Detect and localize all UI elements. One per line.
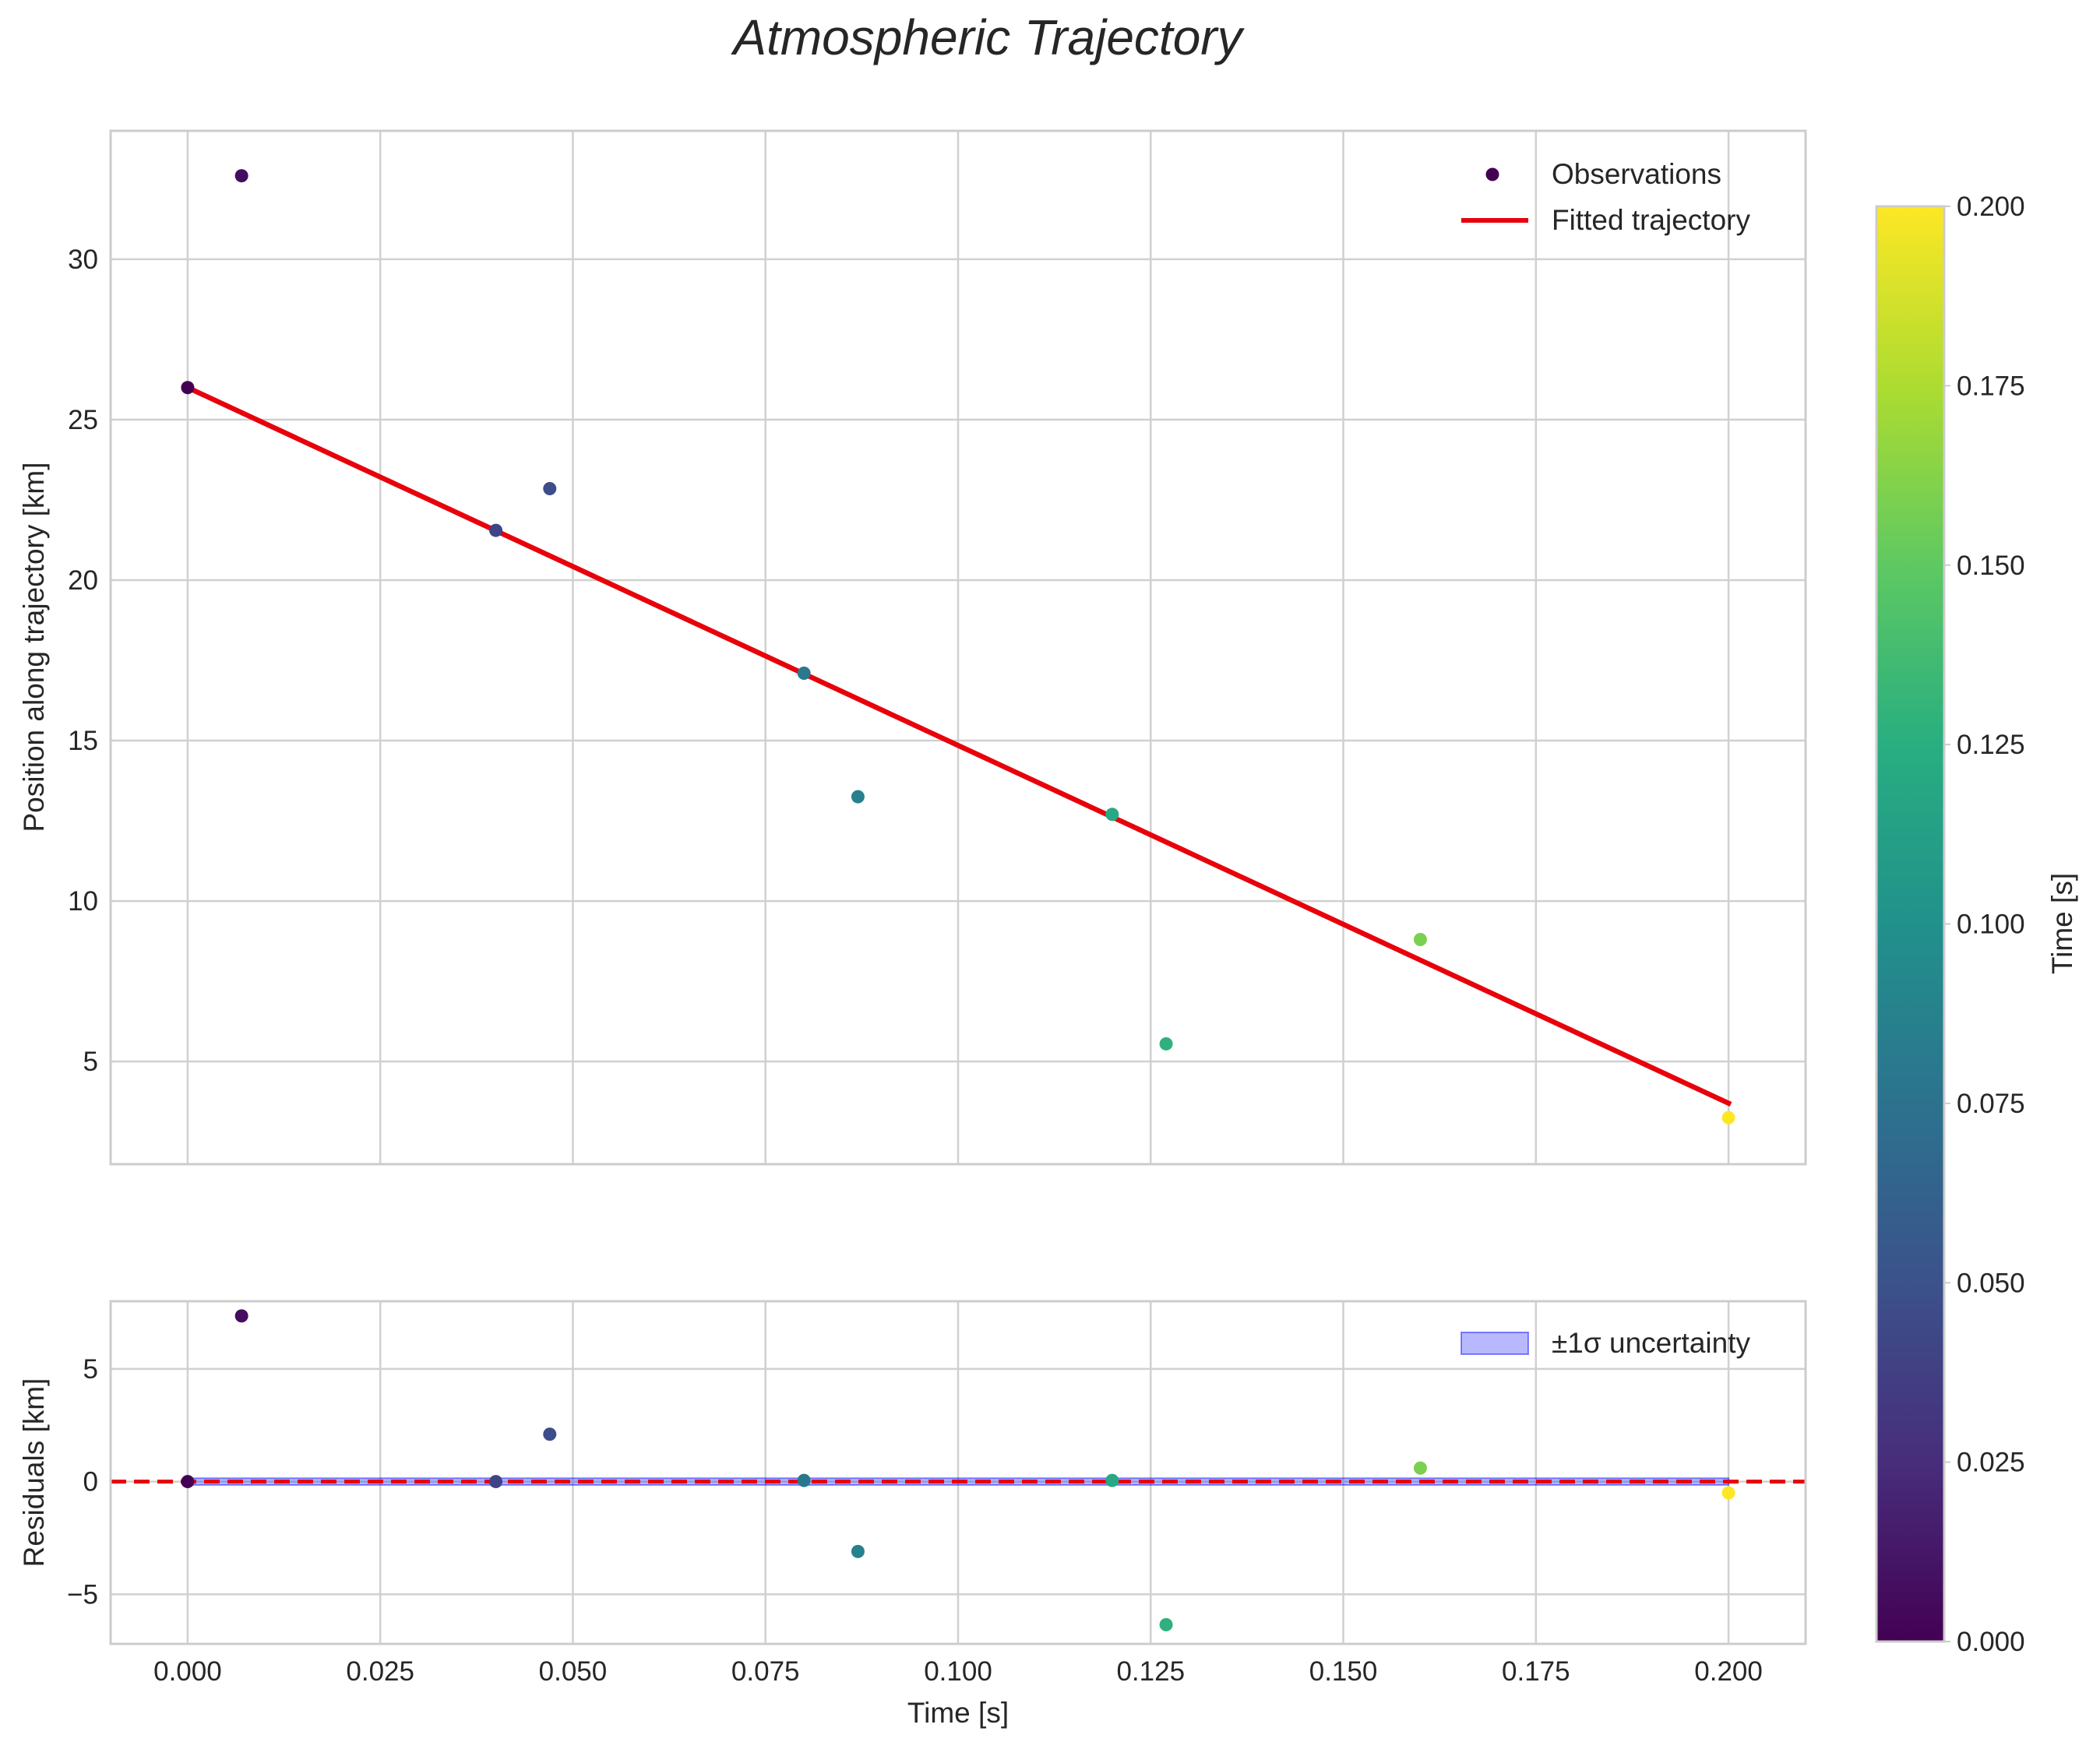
observation-point <box>489 523 503 537</box>
colorbar-tick-label: 0.025 <box>1957 1448 2025 1478</box>
colorbar-tick-label: 0.100 <box>1957 910 2025 940</box>
x-tick-label: 0.200 <box>1694 1656 1763 1687</box>
residual-point <box>489 1475 503 1489</box>
position-legend: Observations Fitted trajectory <box>1461 158 1750 236</box>
x-tick-label: 0.025 <box>346 1656 414 1687</box>
colorbar-ticks: 0.000 0.025 0.050 0.075 0.100 0.125 0.150 0.175… <box>1944 192 2025 1657</box>
residuals-panel: 0.000 0.025 0.050 0.075 0.100 0.125 0.150 0.175… <box>18 1300 1807 1729</box>
legend-fitted-label: Fitted trajectory <box>1552 204 1750 236</box>
x-tick-label: 0.125 <box>1116 1656 1185 1687</box>
chart-title: Atmospheric Trajectory <box>730 9 1245 65</box>
x-tick-label: 0.075 <box>731 1656 800 1687</box>
colorbar-tick-label: 0.050 <box>1957 1268 2025 1298</box>
observation-point <box>797 666 811 680</box>
residuals-y-tick-label: 5 <box>83 1354 98 1385</box>
observation-point <box>1413 933 1427 947</box>
colorbar-label: Time [s] <box>2046 873 2078 974</box>
residual-point <box>234 1309 248 1323</box>
colorbar-tick-label: 0.175 <box>1957 371 2025 401</box>
residuals-y-axis-label: Residuals [km] <box>18 1378 50 1568</box>
fitted-trajectory-line <box>184 384 1732 1107</box>
legend-uncertainty-label: ±1σ uncertainty <box>1552 1327 1750 1359</box>
residuals-y-tick-label: 0 <box>83 1467 98 1497</box>
position-y-tick-label: 30 <box>68 245 98 275</box>
residual-point <box>1159 1617 1173 1631</box>
legend-observations-label: Observations <box>1552 158 1721 190</box>
observation-point <box>543 482 557 496</box>
residuals-ticks: 0.000 0.025 0.050 0.075 0.100 0.125 0.150 0.175… <box>67 1354 1763 1687</box>
colorbar-gradient <box>1875 205 1946 1643</box>
position-axes-frame <box>109 129 1807 1166</box>
residuals-legend: ±1σ uncertainty <box>1460 1327 1750 1359</box>
residual-point <box>1721 1486 1735 1500</box>
fitted-trajectory-layer <box>184 384 1732 1107</box>
colorbar-tick-label: 0.150 <box>1957 551 2025 581</box>
residual-point <box>1105 1473 1119 1487</box>
x-tick-label: 0.000 <box>153 1656 222 1687</box>
position-grid <box>111 131 1806 1164</box>
x-tick-label: 0.100 <box>924 1656 992 1687</box>
colorbar-tick-label: 0.125 <box>1957 730 2025 760</box>
position-y-tick-label: 5 <box>83 1047 98 1077</box>
x-axis-label: Time [s] <box>907 1697 1009 1729</box>
colorbar-tick-label: 0.075 <box>1957 1089 2025 1119</box>
colorbar: 0.000 0.025 0.050 0.075 0.100 0.125 0.150 0.175… <box>1875 192 2078 1657</box>
observation-point <box>234 169 248 183</box>
position-y-tick-label: 10 <box>68 886 98 917</box>
position-y-tick-label: 20 <box>68 565 98 596</box>
x-tick-label: 0.050 <box>539 1656 608 1687</box>
observation-point <box>1159 1036 1173 1050</box>
residuals-axes-frame <box>109 1300 1807 1645</box>
legend-observations-marker <box>1485 167 1499 181</box>
colorbar-tick-label: 0.200 <box>1957 192 2025 222</box>
position-y-ticks: 5 10 15 20 25 30 <box>68 245 98 1077</box>
observation-points <box>181 169 1735 1124</box>
observation-point <box>1721 1110 1735 1124</box>
position-y-tick-label: 15 <box>68 726 98 756</box>
position-panel: 5 10 15 20 25 30 Position along trajectory [k… <box>18 129 1807 1166</box>
residual-points <box>181 1309 1735 1631</box>
position-y-tick-label: 25 <box>68 405 98 435</box>
residual-point <box>181 1475 195 1489</box>
residual-point <box>851 1544 865 1558</box>
observation-point <box>181 381 195 395</box>
x-tick-label: 0.175 <box>1502 1656 1570 1687</box>
x-tick-label: 0.150 <box>1309 1656 1378 1687</box>
residual-point <box>1413 1461 1427 1475</box>
residuals-y-tick-label: −5 <box>67 1579 98 1610</box>
position-y-axis-label: Position along trajectory [km] <box>18 462 50 832</box>
observation-point <box>851 790 865 804</box>
legend-uncertainty-swatch <box>1460 1332 1529 1355</box>
residual-point <box>543 1427 557 1441</box>
residual-point <box>797 1473 811 1487</box>
observation-point <box>1105 808 1119 822</box>
colorbar-tick-label: 0.000 <box>1957 1627 2025 1657</box>
